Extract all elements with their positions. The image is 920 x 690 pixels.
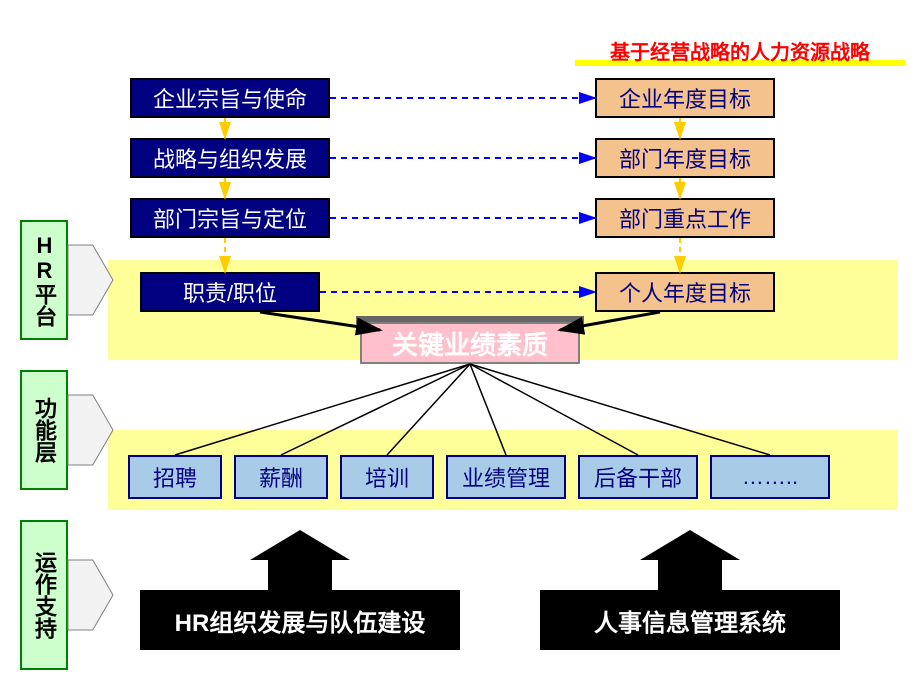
box-label: 招聘 bbox=[153, 461, 197, 493]
box-key-performance: 关键业绩素质 bbox=[360, 322, 580, 364]
box-label: 战略与组织发展 bbox=[153, 142, 307, 174]
box-personal-goal: 个人年度目标 bbox=[595, 272, 775, 312]
box-label: 业绩管理 bbox=[462, 461, 550, 493]
header-title: 基于经营战略的人力资源战略 bbox=[575, 36, 905, 65]
side-label-text: HR平台 bbox=[28, 233, 60, 327]
side-label-function-layer: 功能层 bbox=[20, 370, 68, 490]
box-label: 职责/职位 bbox=[183, 276, 277, 308]
box-label: 企业宗旨与使命 bbox=[153, 82, 307, 114]
box-hr-org: HR组织发展与队伍建设 bbox=[140, 590, 460, 650]
box-label: 关键业绩素质 bbox=[392, 325, 548, 362]
box-mission: 企业宗旨与使命 bbox=[130, 78, 330, 118]
box-salary: 薪酬 bbox=[234, 455, 328, 499]
box-perf-mgmt: 业绩管理 bbox=[446, 455, 566, 499]
box-strategy: 战略与组织发展 bbox=[130, 138, 330, 178]
side-label-hr-platform: HR平台 bbox=[20, 220, 68, 340]
box-label: 部门年度目标 bbox=[619, 142, 751, 174]
box-reserve: 后备干部 bbox=[578, 455, 698, 499]
side-label-operation-support: 运作支持 bbox=[20, 520, 68, 670]
box-dept-key: 部门重点工作 bbox=[595, 198, 775, 238]
box-label: …….. bbox=[742, 464, 798, 490]
box-label: 企业年度目标 bbox=[619, 82, 751, 114]
box-corp-goal: 企业年度目标 bbox=[595, 78, 775, 118]
side-label-text: 功能层 bbox=[28, 397, 60, 463]
box-duty: 职责/职位 bbox=[140, 272, 320, 312]
box-recruit: 招聘 bbox=[128, 455, 222, 499]
box-hris: 人事信息管理系统 bbox=[540, 590, 840, 650]
box-label: 后备干部 bbox=[594, 461, 682, 493]
box-label: 个人年度目标 bbox=[619, 276, 751, 308]
box-label: 部门重点工作 bbox=[619, 202, 751, 234]
box-label: HR组织发展与队伍建设 bbox=[175, 603, 426, 638]
box-label: 人事信息管理系统 bbox=[594, 603, 786, 638]
box-more: …….. bbox=[710, 455, 830, 499]
box-label: 薪酬 bbox=[259, 461, 303, 493]
side-label-text: 运作支持 bbox=[28, 551, 60, 639]
box-dept-goal: 部门年度目标 bbox=[595, 138, 775, 178]
box-training: 培训 bbox=[340, 455, 434, 499]
box-dept-position: 部门宗旨与定位 bbox=[130, 198, 330, 238]
box-label: 培训 bbox=[365, 461, 409, 493]
box-label: 部门宗旨与定位 bbox=[153, 202, 307, 234]
